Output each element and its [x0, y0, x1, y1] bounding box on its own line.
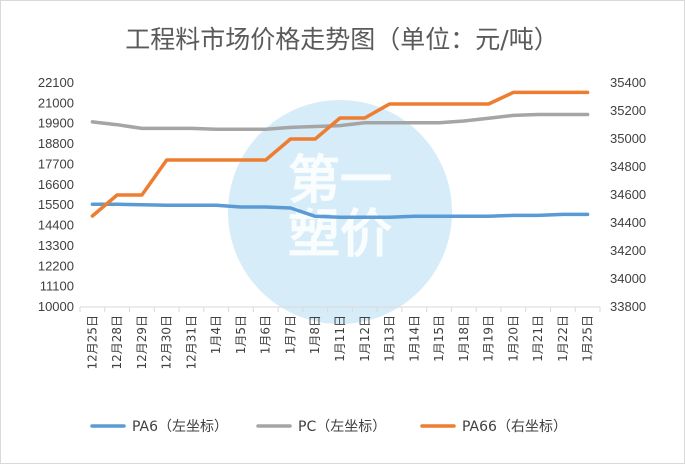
watermark-text-top: 第一 [288, 151, 392, 211]
left-tick-label: 19900 [38, 116, 74, 131]
left-tick-label: 17700 [38, 156, 74, 171]
chart-title: 工程料市场价格走势图（单位：元/吨） [125, 25, 558, 54]
left-tick-label: 21000 [38, 95, 74, 110]
right-tick-label: 34200 [610, 243, 646, 258]
legend-label-2: PA66（右坐标） [462, 419, 567, 435]
axes: 10000 11100 12200 13300 14400 15500 16600 17700… [38, 75, 646, 370]
x-tick-label: 12月31日 [184, 315, 198, 370]
x-tick-label: 1月21日 [531, 315, 545, 362]
series-lines [90, 90, 590, 219]
right-tick-label: 35400 [610, 75, 646, 90]
x-tick-label: 1月5日 [234, 315, 248, 354]
right-tick-label: 35200 [610, 103, 646, 118]
x-tick-label: 1月20日 [506, 315, 520, 362]
series-line-2 [90, 90, 590, 218]
x-tick-label: 1月4日 [209, 315, 223, 354]
right-tick-label: 34400 [610, 215, 646, 230]
x-tick-label: 1月25日 [581, 315, 595, 362]
left-tick-label: 22100 [38, 75, 74, 90]
x-tick-label: 12月30日 [160, 315, 174, 370]
legend: PA6（左坐标） PC（左坐标） PA66（右坐标） [90, 419, 567, 435]
watermark-text-bottom: 塑价 [288, 205, 392, 265]
right-tick-label: 34600 [610, 187, 646, 202]
x-tick-label: 1月7日 [283, 315, 297, 354]
series-line-0 [90, 202, 590, 219]
left-tick-label: 15500 [38, 197, 74, 212]
left-tick-label: 13300 [38, 238, 74, 253]
left-tick-label: 14400 [38, 218, 74, 233]
left-tick-label: 11100 [40, 279, 74, 294]
x-tick-label: 1月18日 [457, 315, 471, 362]
x-tick-label: 12月29日 [135, 315, 149, 370]
x-tick-label: 1月19日 [482, 315, 496, 362]
right-tick-label: 33800 [610, 299, 646, 314]
left-tick-label: 18800 [38, 136, 74, 151]
x-tick-label: 1月13日 [383, 315, 397, 362]
x-tick-label: 1月12日 [358, 315, 372, 362]
x-tick-label: 1月8日 [308, 315, 322, 354]
x-tick-label: 1月15日 [432, 315, 446, 362]
x-tick-label: 1月11日 [333, 315, 347, 362]
right-tick-label: 35000 [610, 131, 646, 146]
legend-label-1: PC（左坐标） [298, 419, 386, 435]
x-tick-label: 12月25日 [85, 315, 99, 370]
watermark-logo: 第一 塑价 [228, 100, 452, 324]
right-tick-label: 34000 [610, 271, 646, 286]
x-tick-label: 1月22日 [556, 315, 570, 362]
right-tick-label: 34800 [610, 159, 646, 174]
x-tick-label: 1月6日 [259, 315, 273, 354]
x-tick-label: 1月14日 [407, 315, 421, 362]
left-tick-label: 10000 [38, 299, 74, 314]
left-tick-label: 16600 [38, 177, 74, 192]
x-tick-label: 12月28日 [110, 315, 124, 370]
legend-label-0: PA6（左坐标） [132, 419, 228, 435]
left-tick-label: 12200 [38, 258, 74, 273]
series-line-1 [90, 112, 590, 132]
